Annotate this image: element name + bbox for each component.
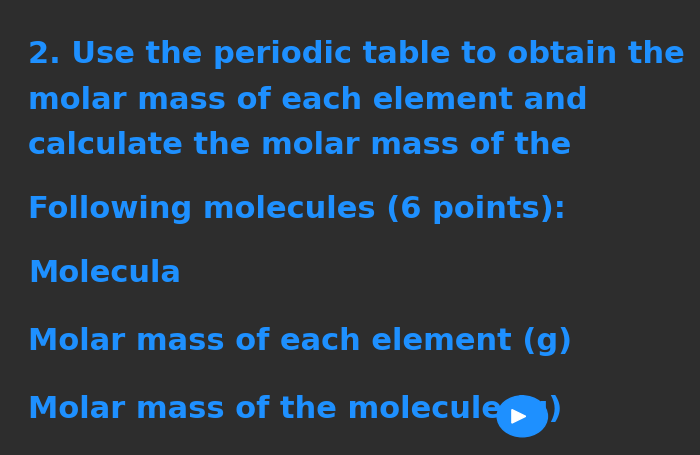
Text: Molar mass of the molecule (g): Molar mass of the molecule (g) bbox=[28, 395, 562, 424]
Text: molar mass of each element and: molar mass of each element and bbox=[28, 86, 587, 115]
Text: Following molecules (6 points):: Following molecules (6 points): bbox=[28, 195, 566, 224]
Text: 2. Use the periodic table to obtain the: 2. Use the periodic table to obtain the bbox=[28, 40, 685, 69]
Circle shape bbox=[497, 396, 547, 437]
Polygon shape bbox=[512, 410, 526, 423]
Text: Molar mass of each element (g): Molar mass of each element (g) bbox=[28, 327, 572, 356]
Text: Molecula: Molecula bbox=[28, 258, 181, 288]
Text: calculate the molar mass of the: calculate the molar mass of the bbox=[28, 131, 571, 160]
